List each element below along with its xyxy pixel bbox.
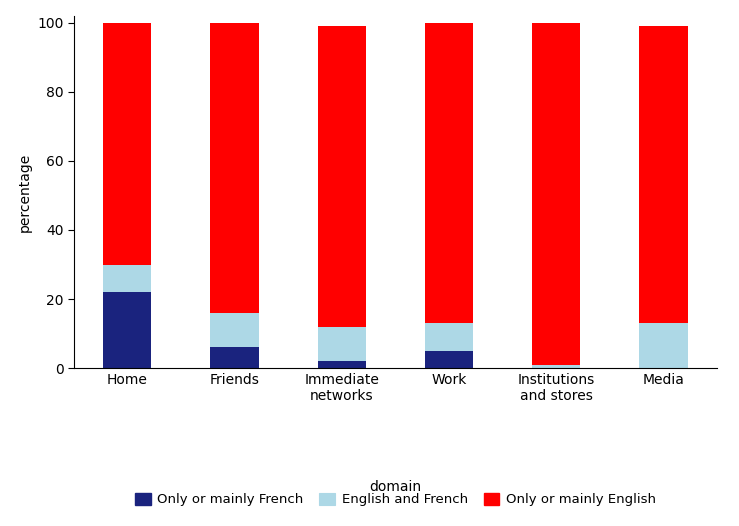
- Bar: [211, 348, 259, 368]
- Bar: [318, 361, 366, 368]
- Bar: [425, 23, 473, 323]
- Bar: [103, 292, 151, 368]
- Bar: [532, 365, 580, 368]
- Bar: [639, 323, 687, 368]
- Bar: [211, 313, 259, 348]
- Bar: [532, 23, 580, 365]
- Bar: [639, 26, 687, 323]
- Bar: [425, 323, 473, 351]
- Bar: [211, 23, 259, 313]
- Bar: [318, 26, 366, 327]
- Bar: [103, 23, 151, 265]
- Bar: [318, 327, 366, 361]
- Legend: Only or mainly French, English and French, Only or mainly English: Only or mainly French, English and Frenc…: [129, 488, 661, 512]
- Bar: [425, 351, 473, 368]
- Bar: [103, 265, 151, 292]
- Y-axis label: percentage: percentage: [18, 153, 32, 231]
- X-axis label: domain: domain: [370, 480, 421, 493]
